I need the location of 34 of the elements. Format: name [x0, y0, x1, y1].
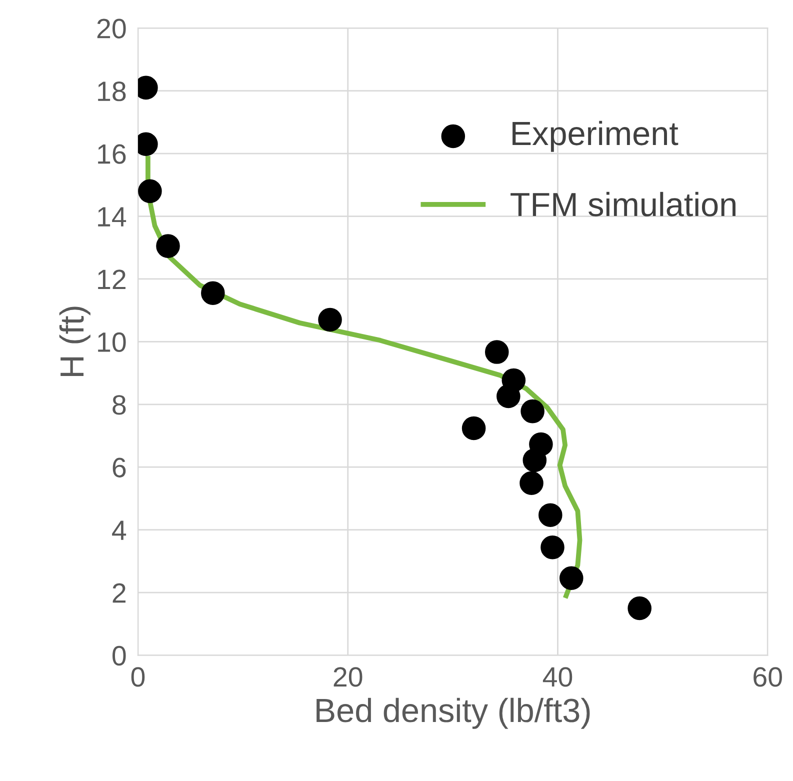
point	[462, 416, 486, 440]
y-axis-title: H (ft)	[59, 306, 90, 376]
point	[520, 471, 544, 495]
x-tick-label: 60	[754, 667, 782, 687]
point	[559, 566, 584, 590]
x-tick-label: 20	[334, 667, 362, 687]
y-tick-label: 14	[98, 207, 126, 226]
y-tick-label: 2	[112, 583, 126, 603]
legend-label: Experiment	[512, 120, 678, 152]
point	[520, 399, 544, 424]
y-tick-label: 8	[112, 395, 126, 415]
point	[318, 308, 342, 332]
point	[138, 179, 162, 204]
point	[538, 503, 562, 527]
y-tick-label: 16	[98, 144, 126, 164]
y-tick-label: 10	[98, 332, 126, 352]
point	[540, 536, 564, 560]
y-tick-label: 18	[98, 82, 126, 102]
point	[628, 596, 652, 620]
legend-label: TFM simulation	[510, 192, 736, 216]
y-tick-label: 0	[112, 646, 126, 666]
point	[484, 340, 509, 364]
point	[496, 384, 520, 408]
y-tick-label: 4	[112, 520, 126, 540]
x-tick-label: 40	[542, 667, 572, 687]
point	[522, 448, 547, 472]
line-series	[146, 156, 582, 598]
y-tick-label: 6	[112, 458, 126, 478]
x-axis-title: Bed density (lb/ft3)	[316, 698, 590, 729]
point	[201, 281, 225, 305]
point	[156, 234, 180, 258]
y-tick-label: 20	[97, 18, 126, 38]
x-tick-label: 0	[131, 667, 145, 687]
y-tick-label: 12	[98, 270, 126, 290]
